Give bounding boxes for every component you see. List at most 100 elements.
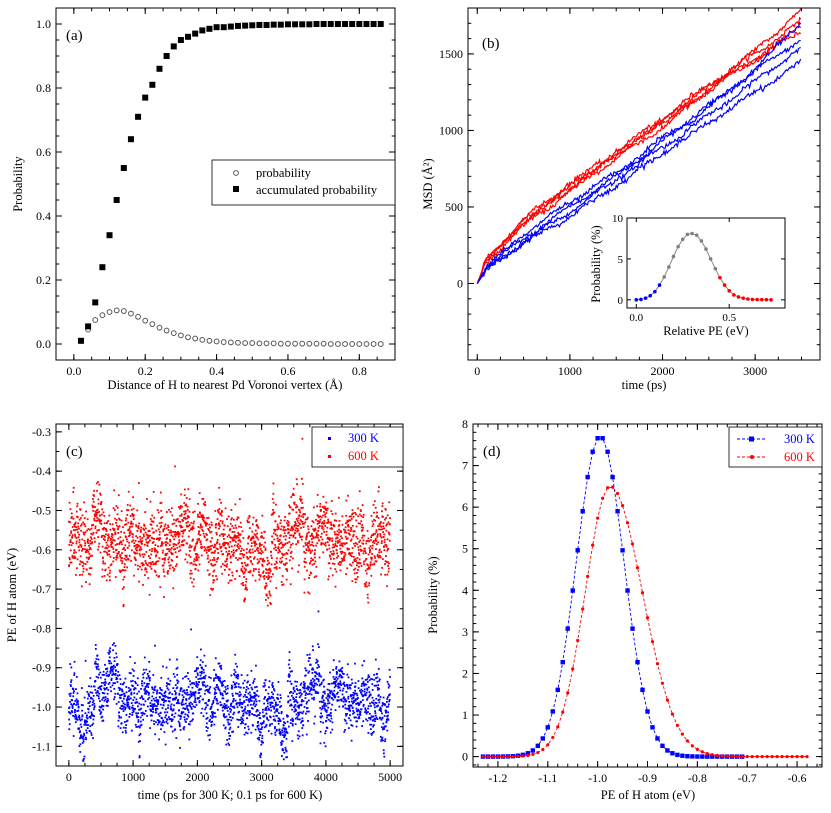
pe-point <box>241 530 244 533</box>
pe-point <box>182 530 185 533</box>
pe-point <box>83 501 85 504</box>
pe-point <box>135 726 138 728</box>
pe-point <box>128 527 131 530</box>
pe-point <box>103 687 106 690</box>
pe-point <box>369 548 372 551</box>
pe-point <box>167 524 169 527</box>
pe-point <box>339 547 342 550</box>
pe-point <box>298 713 300 715</box>
pe-point <box>229 734 232 737</box>
pe-point <box>111 546 114 549</box>
pe-point <box>212 551 214 554</box>
pe-point <box>345 542 348 545</box>
pe-point <box>285 750 288 753</box>
pe-point <box>254 529 257 532</box>
pe-point <box>261 535 263 538</box>
pe-point <box>307 671 310 674</box>
pe-point <box>180 513 183 516</box>
pe-point <box>273 566 276 569</box>
pe-point <box>360 685 363 687</box>
pe-point <box>112 539 115 541</box>
pe-point <box>214 688 217 691</box>
pe-point <box>277 681 280 683</box>
pe-point <box>228 732 230 735</box>
pe-point <box>177 535 180 538</box>
pe-point <box>227 552 230 555</box>
pe-point <box>304 542 307 544</box>
pe-point <box>147 564 150 567</box>
pe-point <box>194 697 197 699</box>
pe-point <box>148 670 151 673</box>
pe-point <box>209 559 212 562</box>
pe-point <box>166 711 169 714</box>
pe-point <box>175 518 178 521</box>
pe-point <box>312 545 315 547</box>
pe-point <box>290 694 293 697</box>
pe-point <box>164 743 167 746</box>
pe-point <box>256 525 259 528</box>
pe-point <box>134 563 137 566</box>
pe-point <box>258 545 261 548</box>
pe-point <box>340 557 343 560</box>
pe-point <box>365 712 368 715</box>
pe-point <box>179 549 182 552</box>
pe-point <box>142 698 145 700</box>
pe-point <box>236 692 239 695</box>
pe-point <box>288 725 290 728</box>
pe-point <box>242 682 244 685</box>
pe-point <box>195 676 198 678</box>
pe-point <box>243 600 246 603</box>
pe-point <box>119 554 122 557</box>
pe-point <box>149 539 151 542</box>
accumulated-point <box>299 21 306 28</box>
pe-point <box>233 674 236 677</box>
y-tick-label: 500 <box>445 200 463 214</box>
pe-point <box>257 727 260 730</box>
msd-line <box>476 16 802 284</box>
pe-point <box>384 703 387 706</box>
pe-point <box>322 691 325 694</box>
pe-point <box>367 601 370 604</box>
pe-point <box>173 568 176 570</box>
pe-point <box>104 536 106 538</box>
pe-point <box>362 705 365 707</box>
pe-point <box>164 541 167 544</box>
pe-point <box>151 688 154 690</box>
pe-point <box>324 516 327 518</box>
pe-point <box>147 674 150 677</box>
pe-point <box>236 544 239 547</box>
pe-point <box>107 520 110 522</box>
pe-point <box>274 546 277 549</box>
pe-point <box>347 520 350 523</box>
pe-point <box>318 539 321 542</box>
pe-point <box>89 547 92 550</box>
pe-point <box>376 680 379 683</box>
pe-point <box>216 558 219 561</box>
pe-point <box>255 520 257 523</box>
pe-point <box>154 709 157 712</box>
y-tick-label: 0.8 <box>36 81 51 95</box>
pe-point <box>125 556 128 559</box>
pe-point <box>274 704 277 707</box>
pe-point <box>149 708 152 711</box>
pe-point <box>140 562 143 565</box>
pe-point <box>312 686 315 689</box>
pe-point <box>201 707 204 710</box>
pe-point <box>141 680 144 683</box>
pe-point <box>205 712 208 715</box>
pe-point <box>185 496 188 499</box>
pe-point <box>199 540 202 543</box>
pe-point <box>143 535 145 538</box>
pe-point <box>266 716 268 719</box>
pe-point <box>152 520 155 523</box>
pe-point <box>272 697 275 699</box>
pe-point <box>122 569 125 572</box>
pe-point <box>104 680 107 683</box>
pe-point <box>162 568 165 571</box>
pe-point <box>329 527 332 530</box>
pe-point <box>345 699 348 702</box>
pe-point <box>174 535 177 538</box>
panel-c-ylabel: PE of H atom (eV) <box>5 548 19 642</box>
pe-point <box>83 523 86 526</box>
